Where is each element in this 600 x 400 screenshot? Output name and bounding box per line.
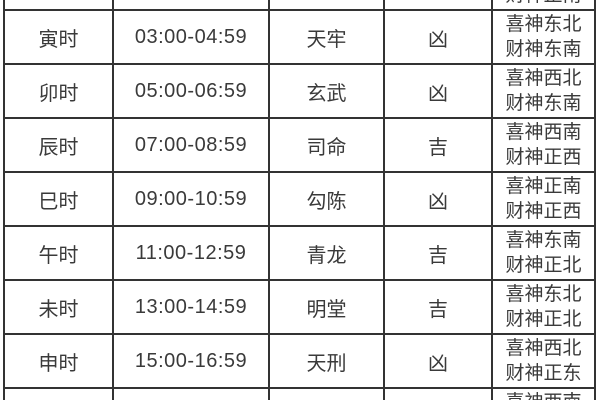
directions-cell: 喜神正南 财神正西 — [491, 171, 596, 227]
luck-cell: 吉 — [383, 279, 493, 335]
hour-cell: 申时 — [3, 333, 114, 389]
table-row: 辰时 07:00-08:59 司命吉喜神西南财神正西 — [3, 117, 596, 173]
table-row: 申时 15:00-16:59 天刑凶喜神西北财神正东 — [3, 333, 596, 389]
table-row: 巳时 09:00-10:59 勾陈凶喜神正南财神正西 — [3, 171, 596, 227]
table-row: 午时 11:00-12:59 青龙吉喜神东南财神正北 — [3, 225, 596, 281]
caishen-direction: 财神正西 — [505, 147, 582, 168]
hour-luck-table: 财神正南寅时03:00-04:59天牢凶喜神东北财神东南卯时05:00-06:5… — [3, 0, 596, 400]
hour-cell: 午时 — [3, 225, 114, 281]
luck-cell — [383, 387, 493, 400]
caishen-direction: 财神正北 — [505, 255, 582, 276]
time-range-cell — [112, 387, 270, 400]
time-range-cell — [112, 0, 270, 11]
xishen-direction: 喜神西北 — [505, 68, 582, 89]
time-range-cell: 09:00-10:59 — [112, 171, 270, 227]
luck-cell: 凶 — [383, 63, 493, 119]
xishen-direction: 喜神正南 — [505, 176, 582, 197]
directions-cell: 喜神西北 财神正东 — [491, 333, 596, 389]
deity-cell: 天牢 — [268, 9, 385, 65]
directions-cell: 喜神西北 财神东南 — [491, 63, 596, 119]
deity-cell: 勾陈 — [268, 171, 385, 227]
hour-luck-table-body: 财神正南寅时03:00-04:59天牢凶喜神东北财神东南卯时05:00-06:5… — [3, 0, 596, 400]
hour-cell: 卯时 — [3, 63, 114, 119]
directions-cell: 喜神东南 财神正北 — [491, 225, 596, 281]
time-range-cell: 07:00-08:59 — [112, 117, 270, 173]
hour-cell — [3, 387, 114, 400]
hour-cell: 辰时 — [3, 117, 114, 173]
directions-cell: 喜神西南 财神正西 — [491, 117, 596, 173]
caishen-direction: 财神正东 — [505, 363, 582, 384]
luck-cell: 凶 — [383, 9, 493, 65]
xishen-direction: 喜神西南 — [505, 122, 582, 143]
xishen-direction: 喜神东南 — [505, 230, 582, 251]
time-range-cell: 15:00-16:59 — [112, 333, 270, 389]
table-row: 财神正南 — [3, 0, 596, 11]
time-range-cell: 11:00-12:59 — [112, 225, 270, 281]
table-row: 未时 13:00-14:59 明堂吉喜神东北财神正北 — [3, 279, 596, 335]
deity-cell: 司命 — [268, 117, 385, 173]
luck-cell: 凶 — [383, 333, 493, 389]
xishen-direction: 喜神东北 — [505, 284, 582, 305]
deity-cell: 玄武 — [268, 63, 385, 119]
deity-cell: 天刑 — [268, 333, 385, 389]
deity-cell: 明堂 — [268, 279, 385, 335]
table-row: 卯时 05:00-06:59 玄武凶喜神西北财神东南 — [3, 63, 596, 119]
deity-cell — [268, 387, 385, 400]
deity-cell: 青龙 — [268, 225, 385, 281]
luck-cell: 吉 — [383, 225, 493, 281]
caishen-direction: 财神正西 — [505, 201, 582, 222]
table-row: 寅时 03:00-04:59 天牢凶喜神东北财神东南 — [3, 9, 596, 65]
hour-cell: 寅时 — [3, 9, 114, 65]
table-row: 喜神西南 — [3, 387, 596, 400]
xishen-direction: 喜神西南 — [494, 390, 593, 400]
luck-cell — [383, 0, 493, 11]
hour-cell: 未时 — [3, 279, 114, 335]
luck-cell: 吉 — [383, 117, 493, 173]
xishen-direction: 喜神东北 — [505, 14, 582, 35]
caishen-direction: 财神东南 — [505, 39, 582, 60]
deity-cell — [268, 0, 385, 11]
time-range-cell: 13:00-14:59 — [112, 279, 270, 335]
caishen-direction: 财神东南 — [505, 93, 582, 114]
hour-cell: 巳时 — [3, 171, 114, 227]
directions-cell: 喜神东北 财神东南 — [491, 9, 596, 65]
luck-cell: 凶 — [383, 171, 493, 227]
directions-cell: 喜神西南 — [491, 387, 596, 400]
caishen-direction: 财神正南 — [494, 0, 593, 8]
time-range-cell: 05:00-06:59 — [112, 63, 270, 119]
directions-cell: 财神正南 — [491, 0, 596, 11]
directions-cell: 喜神东北 财神正北 — [491, 279, 596, 335]
xishen-direction: 喜神西北 — [505, 338, 582, 359]
hour-cell — [3, 0, 114, 11]
time-range-cell: 03:00-04:59 — [112, 9, 270, 65]
caishen-direction: 财神正北 — [505, 309, 582, 330]
